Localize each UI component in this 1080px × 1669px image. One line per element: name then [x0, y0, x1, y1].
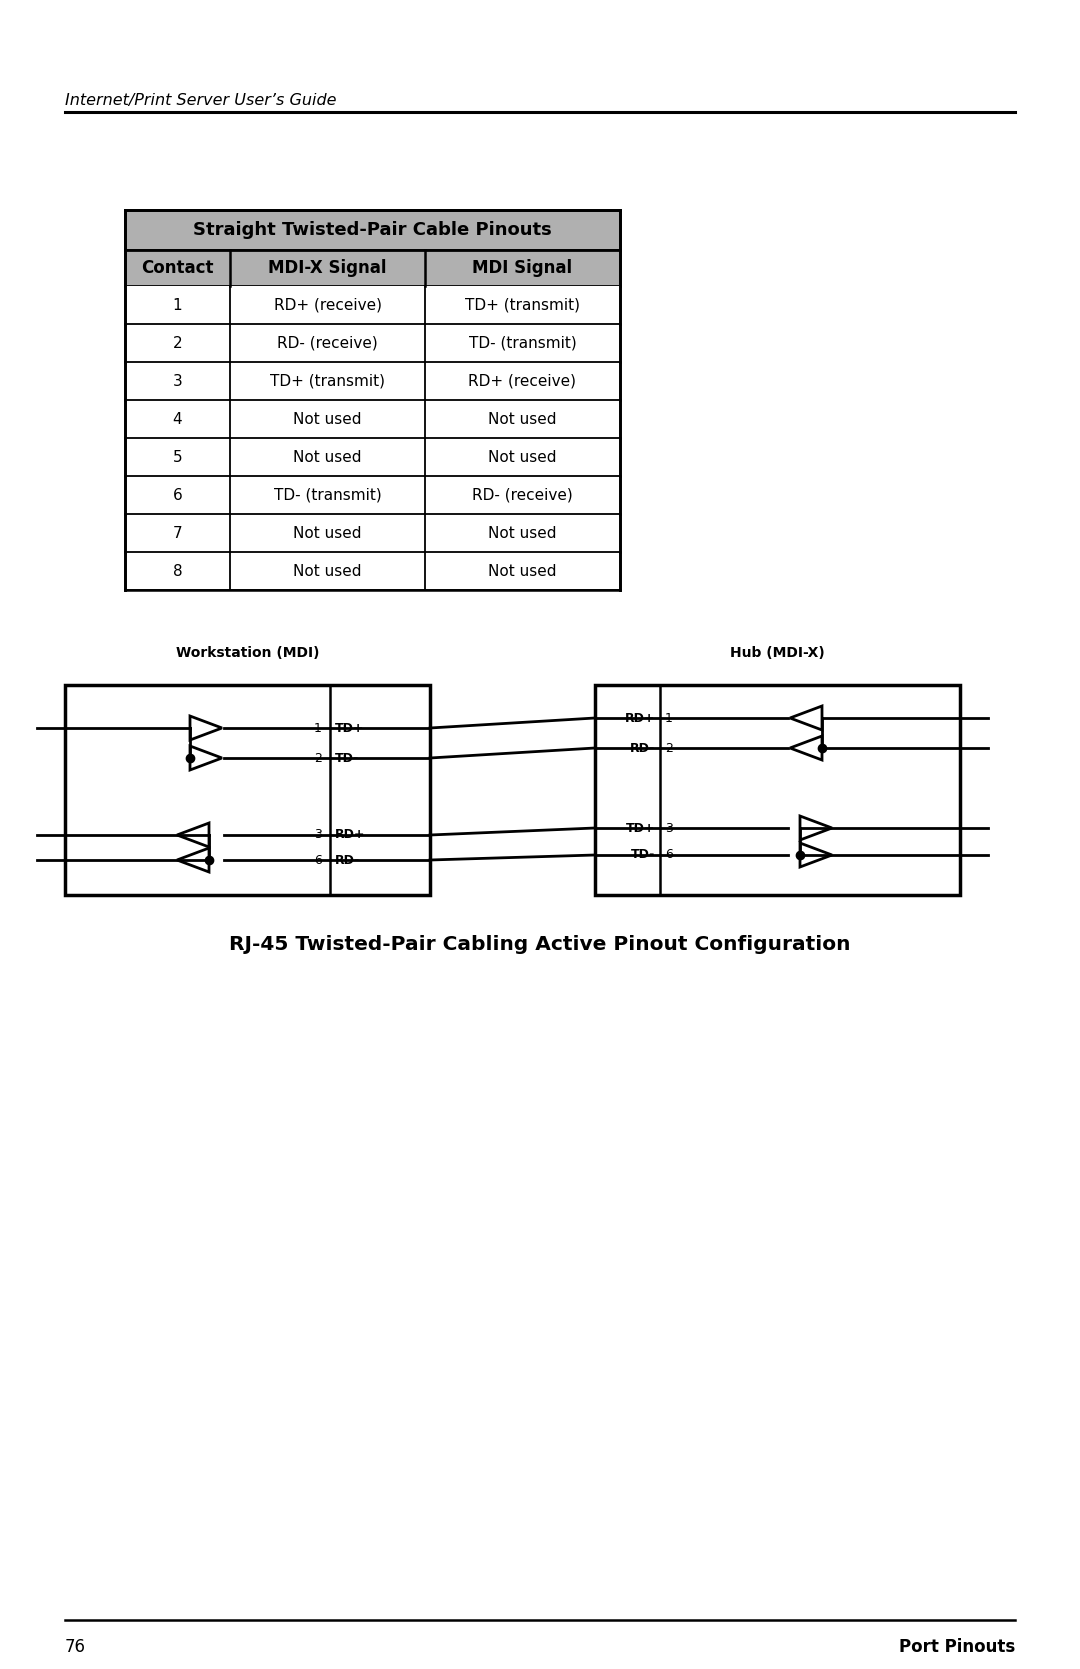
- Text: Not used: Not used: [294, 449, 362, 464]
- Text: Not used: Not used: [488, 412, 557, 427]
- Bar: [65, 684, 430, 895]
- Text: TD- (transmit): TD- (transmit): [273, 487, 381, 502]
- Text: Not used: Not used: [294, 526, 362, 541]
- Text: TD+: TD+: [335, 721, 365, 734]
- Text: TD- (transmit): TD- (transmit): [469, 335, 577, 350]
- Text: TD+ (transmit): TD+ (transmit): [465, 297, 580, 312]
- Text: RJ-45 Twisted-Pair Cabling Active Pinout Configuration: RJ-45 Twisted-Pair Cabling Active Pinout…: [229, 935, 851, 955]
- Text: 3: 3: [665, 821, 673, 834]
- Text: Hub (MDI-X): Hub (MDI-X): [730, 646, 825, 659]
- Text: 6: 6: [173, 487, 183, 502]
- Text: TD-: TD-: [631, 848, 654, 861]
- Bar: [125, 401, 620, 437]
- Bar: [125, 324, 620, 362]
- Text: Not used: Not used: [488, 526, 557, 541]
- Bar: [125, 285, 620, 324]
- Text: 8: 8: [173, 564, 183, 579]
- Bar: [595, 684, 960, 895]
- Text: 4: 4: [173, 412, 183, 427]
- Text: 7: 7: [173, 526, 183, 541]
- Text: 2: 2: [665, 741, 673, 754]
- Bar: [125, 514, 620, 552]
- Text: Internet/Print Server User’s Guide: Internet/Print Server User’s Guide: [65, 93, 337, 108]
- Text: 3: 3: [314, 828, 322, 841]
- Text: 2: 2: [173, 335, 183, 350]
- Text: 6: 6: [665, 848, 673, 861]
- Bar: [125, 210, 620, 250]
- Text: MDI-X Signal: MDI-X Signal: [268, 259, 387, 277]
- Text: 2: 2: [314, 751, 322, 764]
- Text: TD+ (transmit): TD+ (transmit): [270, 374, 384, 389]
- Text: 76: 76: [65, 1637, 86, 1656]
- Text: MDI Signal: MDI Signal: [472, 259, 572, 277]
- Text: RD+ (receive): RD+ (receive): [469, 374, 577, 389]
- Text: RD+: RD+: [624, 711, 654, 724]
- Text: Straight Twisted-Pair Cable Pinouts: Straight Twisted-Pair Cable Pinouts: [193, 220, 552, 239]
- Text: Workstation (MDI): Workstation (MDI): [176, 646, 320, 659]
- Text: Contact: Contact: [141, 259, 214, 277]
- Text: 1: 1: [665, 711, 673, 724]
- Text: Not used: Not used: [294, 412, 362, 427]
- Text: RD+: RD+: [335, 828, 365, 841]
- Text: RD- (receive): RD- (receive): [278, 335, 378, 350]
- Text: Not used: Not used: [294, 564, 362, 579]
- Bar: [125, 362, 620, 401]
- Bar: [125, 250, 620, 285]
- Text: 5: 5: [173, 449, 183, 464]
- Text: TD-: TD-: [335, 751, 360, 764]
- Text: RD-: RD-: [335, 853, 361, 866]
- Text: RD- (receive): RD- (receive): [472, 487, 572, 502]
- Text: 1: 1: [173, 297, 183, 312]
- Text: Not used: Not used: [488, 449, 557, 464]
- Bar: [125, 437, 620, 476]
- Text: 1: 1: [314, 721, 322, 734]
- Bar: [125, 552, 620, 591]
- Text: TD+: TD+: [625, 821, 654, 834]
- Text: Not used: Not used: [488, 564, 557, 579]
- Text: RD+ (receive): RD+ (receive): [273, 297, 381, 312]
- Text: Port Pinouts: Port Pinouts: [899, 1637, 1015, 1656]
- Text: 6: 6: [314, 853, 322, 866]
- Text: 3: 3: [173, 374, 183, 389]
- Bar: [125, 476, 620, 514]
- Text: RD-: RD-: [630, 741, 654, 754]
